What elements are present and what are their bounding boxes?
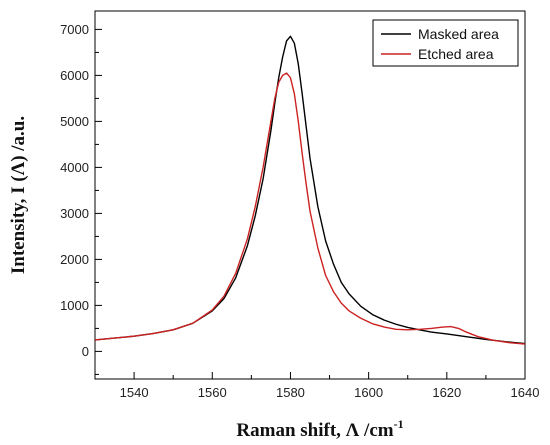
x-axis-title: Raman shift, Λ /cm-1 bbox=[236, 417, 403, 441]
y-tick-label: 5000 bbox=[60, 114, 89, 129]
legend: Masked area Etched area bbox=[372, 19, 519, 67]
y-axis-ticks: 0 1000 2000 3000 4000 5000 6000 7000 bbox=[60, 22, 102, 375]
y-axis-title: Intensity, I (Λ) /a.u. bbox=[8, 116, 29, 274]
x-axis-title-text: Raman shift, Λ /cm bbox=[236, 420, 393, 441]
x-axis-ticks: 1540 1560 1580 1600 1620 1640 bbox=[94, 372, 540, 400]
y-tick-label: 3000 bbox=[60, 206, 89, 221]
series-line-etched bbox=[94, 72, 526, 345]
x-tick-label: 1640 bbox=[511, 385, 540, 400]
legend-box bbox=[372, 19, 519, 67]
x-tick-label: 1540 bbox=[120, 385, 149, 400]
y-tick-label: 6000 bbox=[60, 68, 89, 83]
x-tick-label: 1620 bbox=[432, 385, 461, 400]
legend-label-etched: Etched area bbox=[418, 46, 494, 62]
plot-frame bbox=[94, 10, 526, 380]
x-axis-title-superscript: -1 bbox=[394, 417, 404, 431]
x-tick-label: 1580 bbox=[276, 385, 305, 400]
y-tick-label: 1000 bbox=[60, 298, 89, 313]
y-tick-label: 4000 bbox=[60, 160, 89, 175]
x-tick-label: 1600 bbox=[354, 385, 383, 400]
y-tick-label: 2000 bbox=[60, 252, 89, 267]
series-layer bbox=[94, 35, 526, 345]
legend-label-masked: Masked area bbox=[418, 26, 499, 42]
x-tick-label: 1560 bbox=[198, 385, 227, 400]
y-tick-label: 7000 bbox=[60, 22, 89, 37]
series-line-masked bbox=[94, 35, 526, 345]
y-tick-label: 0 bbox=[82, 344, 89, 359]
